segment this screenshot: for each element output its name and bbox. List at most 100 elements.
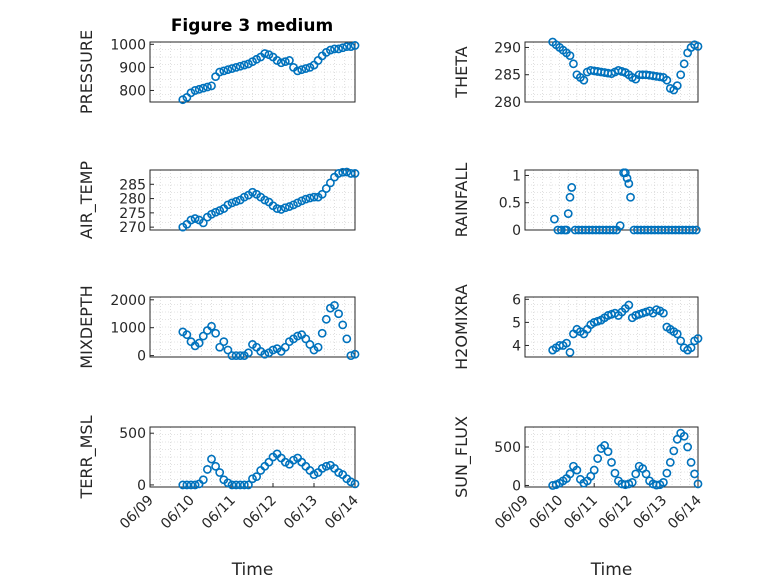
- data-point: [550, 214, 559, 224]
- data-point: [297, 65, 307, 75]
- grid-lines: [150, 297, 355, 357]
- data-point: [565, 469, 575, 479]
- data-point: [659, 477, 668, 487]
- data-point: [223, 200, 233, 210]
- y-tick-label: 5: [512, 315, 521, 331]
- data-point: [565, 347, 575, 357]
- x-tick-label: 06/11: [199, 493, 239, 533]
- data-point: [293, 66, 302, 76]
- data-point: [248, 187, 257, 197]
- x-tick-label: 06/13: [281, 493, 321, 533]
- data-point: [215, 468, 225, 477]
- data-point: [565, 51, 575, 61]
- y-tick-label: 290: [494, 40, 521, 56]
- data-point: [620, 168, 630, 178]
- data-point: [691, 225, 701, 235]
- x-tick-label: 06/09: [117, 493, 157, 533]
- subplot-4: 0 0.5 1 RAINFALL: [452, 163, 701, 239]
- subplot-6: 4 5 6 H2OMIXRA: [452, 284, 703, 370]
- data-point: [317, 189, 327, 199]
- data-series: [178, 167, 360, 232]
- axes-frame: [524, 41, 699, 103]
- data-point: [317, 328, 327, 338]
- data-point: [693, 334, 703, 343]
- data-point: [608, 225, 618, 235]
- data-point: [305, 340, 315, 349]
- y-axis-label: PRESSURE: [77, 30, 96, 114]
- data-series: [548, 37, 703, 95]
- y-tick-label: 500: [494, 440, 521, 456]
- data-point: [325, 45, 335, 55]
- data-point: [346, 351, 356, 361]
- x-tick-label: 06/09: [492, 493, 532, 533]
- y-axis-label: MIXDEPTH: [77, 285, 96, 368]
- data-point: [231, 351, 241, 361]
- data-point: [330, 300, 339, 310]
- data-point: [202, 82, 212, 92]
- data-point: [297, 196, 307, 206]
- data-point: [338, 167, 348, 177]
- data-point: [321, 314, 331, 324]
- data-point: [346, 42, 356, 52]
- data-point: [622, 173, 632, 183]
- data-point: [194, 84, 204, 94]
- data-point: [198, 218, 208, 228]
- data-point: [207, 81, 216, 91]
- data-point: [321, 461, 331, 471]
- data-point: [231, 480, 241, 490]
- data-point: [342, 334, 352, 344]
- y-tick-label: 285: [494, 68, 521, 84]
- data-point: [190, 86, 200, 95]
- axes-frame: [149, 426, 356, 488]
- data-point: [655, 72, 665, 82]
- y-tick-label: 6: [512, 292, 521, 308]
- data-point: [276, 205, 286, 214]
- data-point: [562, 338, 571, 348]
- data-point: [260, 349, 270, 359]
- x-tick-label: 06/10: [158, 493, 198, 533]
- data-point: [321, 184, 331, 193]
- data-series: [548, 428, 703, 490]
- data-point: [626, 192, 635, 202]
- data-point: [563, 209, 573, 219]
- x-tick-label: 06/14: [665, 492, 705, 532]
- y-tick-label: 280: [494, 95, 521, 111]
- data-point: [280, 203, 290, 213]
- y-tick-label: 270: [119, 220, 146, 236]
- y-tick-label: 0.5: [499, 196, 521, 212]
- data-point: [190, 214, 200, 223]
- y-tick-label: 280: [119, 192, 146, 208]
- data-point: [313, 342, 323, 352]
- subplot-7: 0 500 06/09 06/10 06/11 06/12 06/13 06/14 TERR_M…: [77, 415, 362, 580]
- data-point: [280, 342, 290, 352]
- data-point: [186, 215, 196, 225]
- data-point: [338, 43, 348, 53]
- subplot-5: 0 1000 2000 MIXDEPTH: [77, 285, 360, 369]
- data-point: [624, 179, 634, 189]
- axes-frame: [524, 169, 699, 231]
- data-point: [624, 300, 634, 310]
- data-point: [190, 480, 200, 490]
- data-series: [178, 300, 360, 361]
- data-point: [556, 225, 566, 235]
- x-tick-label: 06/14: [322, 492, 362, 532]
- data-point: [665, 457, 675, 467]
- y-tick-label: 1: [512, 168, 521, 184]
- data-point: [260, 195, 270, 205]
- x-axis-label: Time: [231, 560, 274, 580]
- y-tick-label: 275: [119, 206, 146, 222]
- data-point: [690, 469, 699, 479]
- x-tick-label: 06/12: [240, 493, 280, 533]
- data-point: [243, 348, 253, 358]
- data-point: [198, 475, 208, 485]
- data-point: [227, 198, 237, 208]
- data-point: [641, 469, 651, 479]
- y-tick-label: 2000: [110, 293, 146, 309]
- data-point: [211, 328, 220, 338]
- data-point: [235, 61, 245, 71]
- subplot-1: 800 900 1000 PRESSURE: [77, 30, 360, 114]
- data-point: [572, 465, 582, 475]
- data-point: [235, 480, 245, 490]
- data-point: [579, 75, 589, 85]
